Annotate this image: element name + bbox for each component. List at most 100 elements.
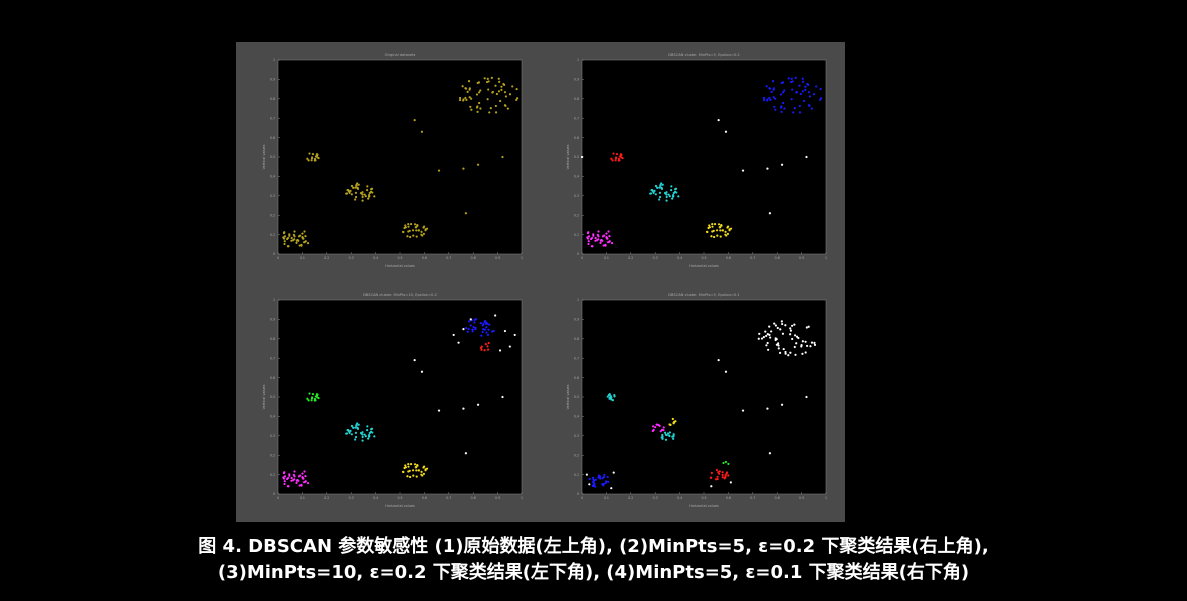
noise-point <box>612 471 615 474</box>
data-point <box>665 195 668 199</box>
data-point <box>610 242 614 245</box>
noise-point <box>498 349 502 352</box>
data-point <box>606 475 609 479</box>
data-point <box>301 232 304 235</box>
data-point <box>350 433 353 436</box>
data-point <box>591 245 594 248</box>
data-point <box>301 472 304 475</box>
noise-point <box>724 130 728 133</box>
data-point <box>414 466 417 469</box>
data-point <box>611 159 614 162</box>
x-tick-label: 0.7 <box>750 496 755 500</box>
data-point <box>477 81 481 84</box>
data-point <box>354 191 358 194</box>
data-point <box>348 431 351 434</box>
data-point <box>464 96 467 100</box>
data-point <box>793 334 797 337</box>
data-point <box>476 163 480 166</box>
data-point <box>485 321 488 325</box>
data-point <box>437 169 441 172</box>
data-point <box>350 424 354 428</box>
data-point <box>406 235 409 238</box>
data-point <box>298 484 301 487</box>
data-point <box>409 463 413 466</box>
data-point <box>772 96 775 99</box>
x-tick-label: 0.2 <box>324 496 329 500</box>
data-point <box>516 97 519 100</box>
data-point <box>779 328 782 331</box>
noise-point <box>766 407 769 410</box>
noise-point <box>741 169 745 172</box>
data-point <box>316 396 319 399</box>
data-point <box>365 429 369 432</box>
data-point <box>486 77 489 80</box>
data-point <box>359 432 363 435</box>
data-point <box>417 229 420 232</box>
data-point <box>617 157 621 161</box>
x-tick-label: 0 <box>277 256 279 260</box>
data-point <box>803 99 806 103</box>
data-point <box>425 227 429 230</box>
data-point <box>420 130 424 133</box>
data-point <box>725 471 729 474</box>
noise-point <box>494 314 497 317</box>
data-point <box>715 478 718 481</box>
data-point <box>789 327 792 330</box>
data-point <box>488 323 491 326</box>
data-point <box>404 464 407 467</box>
data-point <box>345 432 348 435</box>
data-point <box>485 326 488 329</box>
data-point <box>497 77 500 80</box>
data-point <box>355 184 358 187</box>
data-point <box>610 157 613 160</box>
data-point <box>409 235 412 239</box>
data-point <box>486 98 489 101</box>
noise-point <box>508 345 511 348</box>
data-point <box>769 336 772 339</box>
data-point <box>407 470 410 473</box>
data-point <box>601 483 604 486</box>
data-point <box>601 477 604 480</box>
data-point <box>487 88 490 91</box>
data-point <box>416 224 419 227</box>
data-point <box>316 393 319 396</box>
data-point <box>470 108 473 111</box>
data-point <box>727 462 730 466</box>
data-point <box>795 90 799 94</box>
data-point <box>286 476 290 480</box>
data-point <box>310 159 313 162</box>
data-point <box>784 350 787 354</box>
data-point <box>297 235 301 238</box>
data-point <box>486 333 490 336</box>
noise-point <box>780 163 784 166</box>
data-point <box>709 476 713 479</box>
data-point <box>605 480 608 483</box>
data-point <box>354 426 357 429</box>
data-point <box>307 399 310 402</box>
data-point <box>287 245 290 248</box>
data-point <box>671 197 674 200</box>
data-point <box>802 80 805 83</box>
axes-area <box>277 299 523 495</box>
data-point <box>407 462 410 466</box>
data-point <box>801 340 804 343</box>
data-point <box>808 95 812 98</box>
data-point <box>367 197 370 200</box>
data-point <box>354 435 358 439</box>
x-tick-label: 1 <box>521 256 523 260</box>
data-point <box>469 105 472 108</box>
data-point <box>815 85 818 88</box>
data-point <box>485 331 488 334</box>
data-point <box>726 232 730 235</box>
data-point <box>718 226 721 229</box>
data-point <box>293 238 296 241</box>
data-point <box>774 324 777 327</box>
data-point <box>413 119 416 122</box>
y-tick-label: 0.8 <box>270 97 275 101</box>
data-point <box>773 105 776 108</box>
data-point <box>708 224 711 227</box>
data-point <box>661 183 664 186</box>
data-point <box>468 88 471 91</box>
data-point <box>762 336 765 339</box>
x-tick-label: 0.1 <box>300 496 305 500</box>
